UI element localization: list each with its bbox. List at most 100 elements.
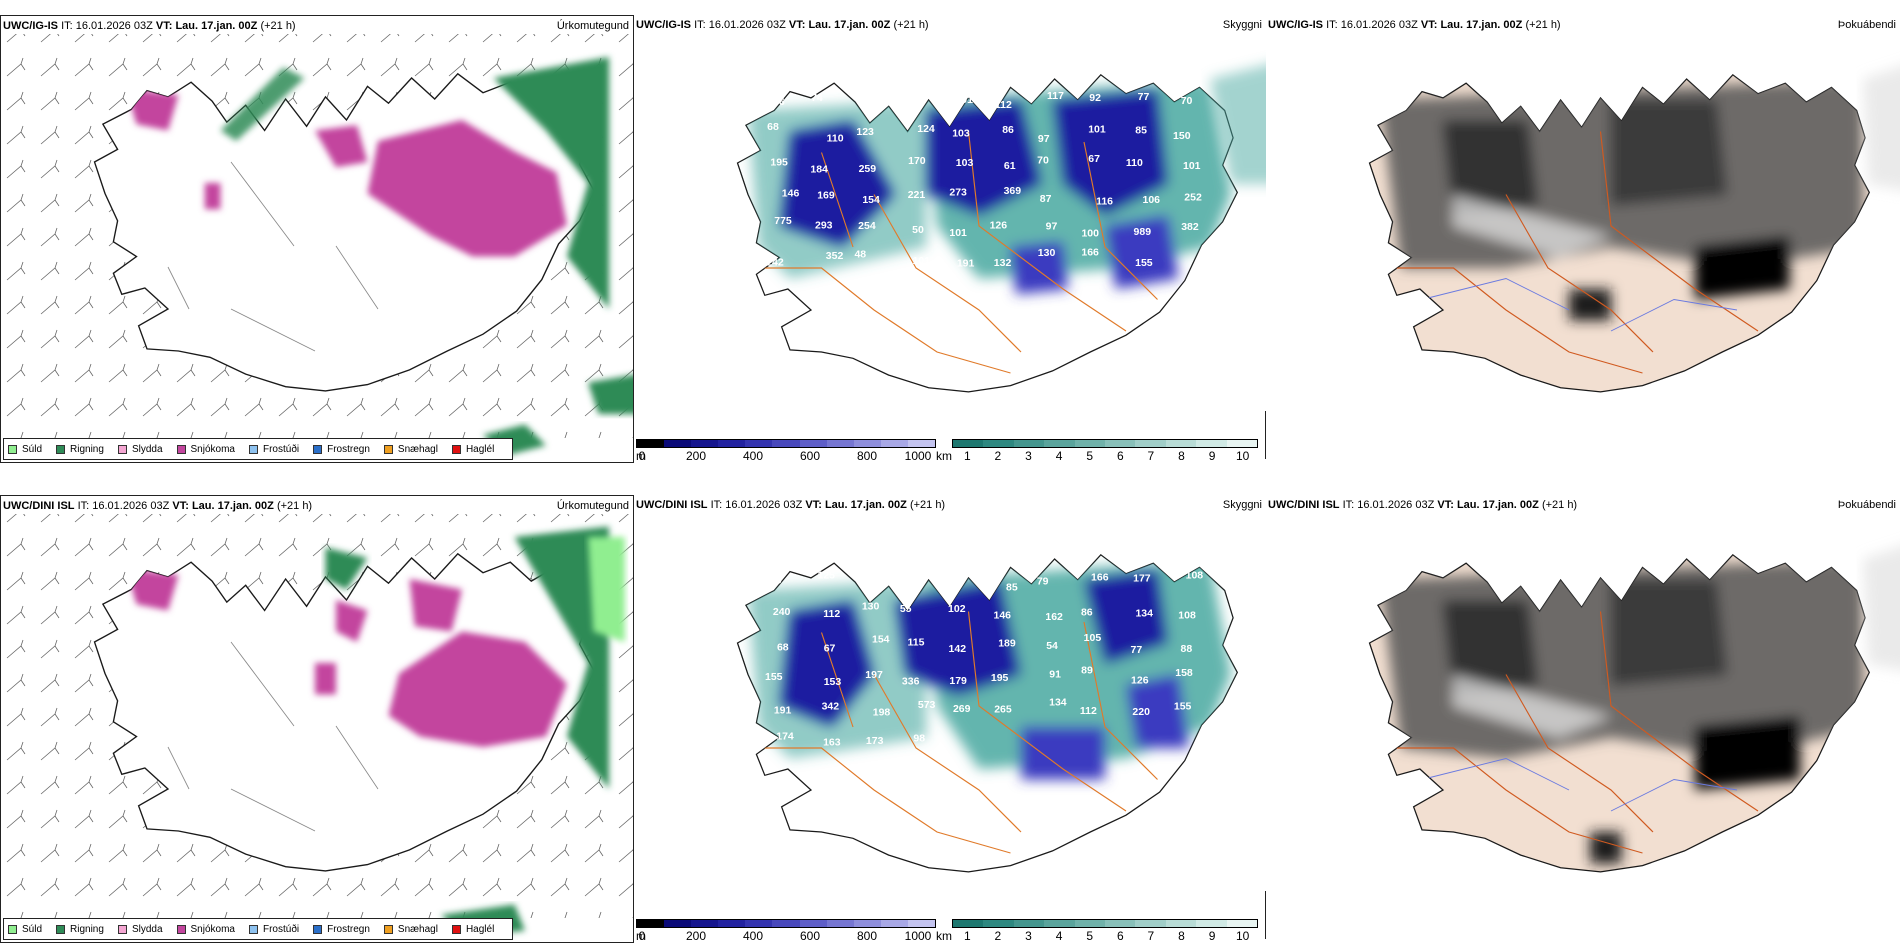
cloud-base-label: 134 [1049,697,1067,709]
cloud-base-label: 85 [1006,581,1018,593]
colorbar-strip [636,919,936,928]
legend-swatch [313,444,323,454]
precip-type-map-1: UWC/IG-IS IT: 16.01.2026 03Z VT: Lau. 17… [0,15,634,463]
fog-map-svg [1368,546,1900,873]
cloud-base-label: 259 [859,163,877,175]
cloud-base-label: 85 [1135,125,1147,137]
cloud-base-label: 125 [818,569,836,581]
cloud-base-label: 191 [774,705,792,717]
colorbar-tick: 10 [1236,449,1250,463]
legend-swatch [56,444,66,454]
cloud-base-label: 189 [998,637,1016,649]
cloud-base-label: 130 [1038,247,1056,259]
cloud-base-label: 105 [1084,632,1102,644]
cloud-base-label: 989 [1134,226,1152,238]
cloud-base-label: 106 [1142,194,1160,206]
legend-swatch [56,924,66,934]
cloud-base-label: 177 [1133,573,1151,585]
colorbar-tick: 200 [685,449,707,463]
cloud-base-label: 142 [949,643,967,655]
cloud-base-label: 273 [949,186,967,198]
cloud-base-label: 352 [826,250,844,262]
precip-legend: Súld Rigning Slydda Snjókoma Frostúði Fr… [3,918,514,940]
cloud-base-label: 85 [862,95,874,107]
legend-swatch [8,924,17,934]
ceiling-colorbar: 0 200 400 600 800 1000 m [636,439,936,463]
cloud-base-label: 179 [949,675,967,687]
colorbar-strip [952,919,1258,928]
colorbar-tick: 5 [1086,449,1094,463]
cloud-base-label: 77 [1131,644,1143,656]
cloud-base-label: 170 [908,155,926,167]
cloud-base-label: 70 [1037,155,1049,167]
cloud-base-label: 98 [901,100,913,112]
cloud-base-label: 68 [777,642,789,654]
cloud-base-label: 87 [1040,193,1052,205]
cloud-base-label: 382 [1181,221,1199,233]
cloud-base-label: 79 [945,571,957,583]
colorbar-tick: 600 [799,929,821,943]
legend-item: Haglél [451,444,494,455]
cloud-base-label: 155 [1135,257,1153,269]
visibility-colorbar: 1 2 3 4 5 6 7 8 9 10 km [936,439,1258,463]
cloud-base-label: 195 [770,156,788,168]
legend-swatch [383,444,393,454]
colorbar-tick: 6 [1116,449,1124,463]
cloud-base-label: 97 [1046,220,1058,232]
legend-item: Súld [8,924,42,935]
cloud-base-label: 126 [990,219,1008,231]
colorbar-tick: 4 [1055,929,1063,943]
cloud-base-label: 169 [817,190,835,202]
legend-item: Snæhagl [383,444,438,455]
cloud-base-label: 88 [1180,643,1192,655]
cloud-base-label: 265 [994,703,1012,715]
cloud-base-label: 252 [1184,191,1202,203]
visibility-map-svg: 76 74 85 98 101 112 117 92 77 70 68 110 123 124 103 86 9… [736,64,1266,393]
cloud-base-label: 126 [1131,675,1149,687]
precip-map-svg [1,34,633,456]
legend-item: Haglél [451,924,494,935]
cloud-base-label: 108 [1178,610,1196,622]
precip-map-svg [1,514,633,936]
legend-swatch [451,924,461,934]
legend-swatch [117,444,127,454]
cloud-base-label: 154 [872,634,890,646]
fog-map-svg [1368,66,1900,393]
fog-index-map-1: UWC/IG-IS IT: 16.01.2026 03Z VT: Lau. 17… [1266,15,1900,463]
panel-title: UWC/IG-IS IT: 16.01.2026 03Z VT: Lau. 17… [636,19,929,31]
legend-item: Frostúði [248,444,299,455]
cloud-base-label: 197 [865,669,883,681]
panel-name: Skyggni [1222,19,1262,31]
cloud-base-label: 242 [766,256,784,268]
colorbar-tick: 2 [994,929,1002,943]
cloud-base-label: 101 [1088,123,1106,135]
cloud-base-label: 155 [1174,701,1192,713]
panel-title: UWC/DINI ISL IT: 16.01.2026 03Z VT: Lau.… [1268,499,1578,511]
cloud-base-label: 573 [918,699,936,711]
cloud-base-label: 92 [1089,92,1101,104]
cloud-base-label: 163 [823,737,841,749]
colorbar-tick: 1000 [904,929,932,943]
cloud-base-label: 130 [862,601,880,613]
cloud-base-label: 101 [1183,160,1201,172]
cloud-base-label: 91 [1049,668,1061,680]
colorbar-tick: 1000 [904,449,932,463]
panel-title: UWC/IG-IS IT: 16.01.2026 03Z VT: Lau. 17… [3,20,296,32]
cloud-base-label: 102 [948,603,966,615]
cloud-base-label: 103 [952,127,970,139]
cloud-base-label: 108 [1186,569,1204,581]
cloud-base-label: 158 [1175,667,1193,679]
cloud-base-label: 86 [1081,607,1093,619]
colorbar-tick: 0 [638,449,646,463]
panel-title: UWC/IG-IS IT: 16.01.2026 03Z VT: Lau. 17… [1268,19,1561,31]
cloud-base-label: 146 [782,187,800,199]
legend-swatch [383,924,393,934]
colorbar-tick: 2 [994,449,1002,463]
panel-name: Þokuábendi [1837,499,1896,511]
cloud-base-label: 220 [1132,706,1150,718]
cloud-base-label: 74 [811,92,823,104]
colorbar-tick: 4 [1055,449,1063,463]
cloud-base-label: 61 [1004,160,1016,172]
colorbar-tick: 400 [742,449,764,463]
legend-swatch [176,444,186,454]
